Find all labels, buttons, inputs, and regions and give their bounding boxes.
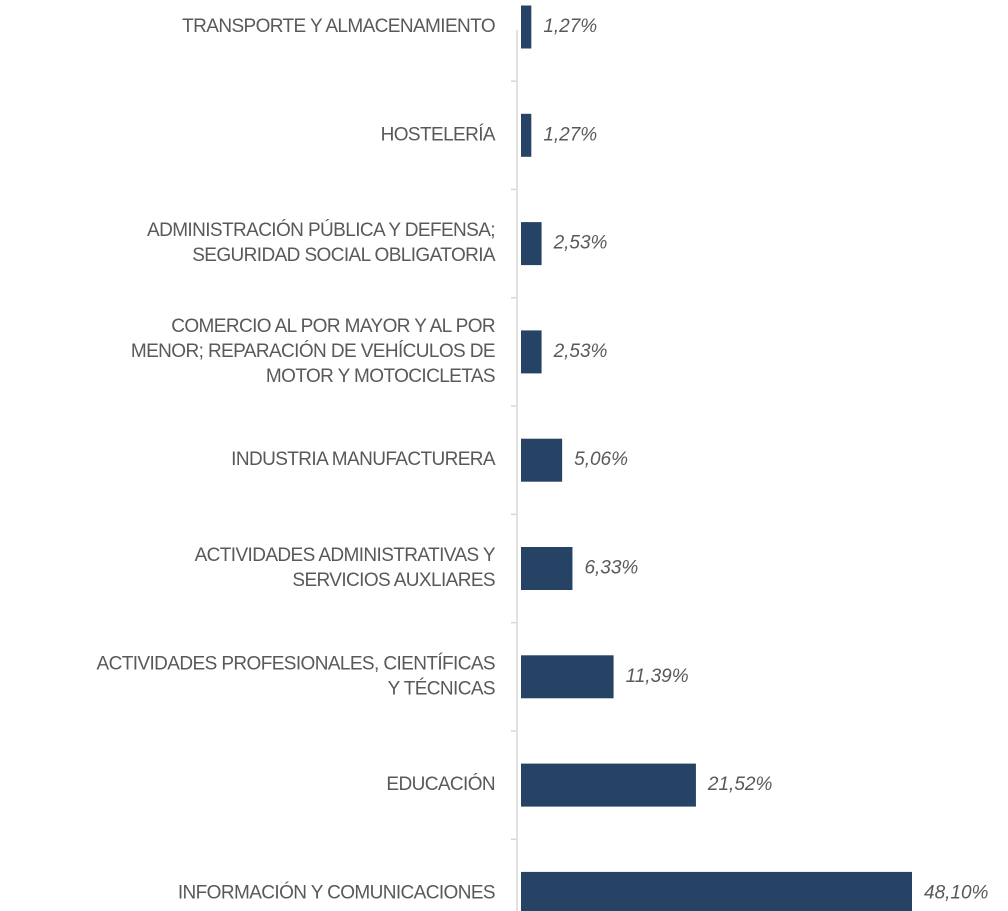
category-label: ACTIVIDADES ADMINISTRATIVAS Y bbox=[195, 545, 496, 566]
value-label: 21,52% bbox=[707, 774, 773, 795]
bar bbox=[521, 113, 532, 157]
bar bbox=[521, 438, 563, 482]
value-label: 1,27% bbox=[543, 16, 597, 37]
bar bbox=[521, 5, 532, 49]
category-label: INFORMACIÓN Y COMUNICACIONES bbox=[178, 881, 495, 903]
category-label: TRANSPORTE Y ALMACENAMIENTO bbox=[182, 16, 495, 37]
category-label: EDUCACIÓN bbox=[386, 773, 495, 795]
category-label: Y TÉCNICAS bbox=[388, 678, 495, 699]
value-label: 6,33% bbox=[584, 558, 638, 579]
value-label: 1,27% bbox=[543, 124, 597, 145]
value-label: 2,53% bbox=[553, 341, 608, 362]
value-label: 5,06% bbox=[574, 449, 628, 470]
bar bbox=[521, 871, 912, 911]
category-label: HOSTELERÍA bbox=[381, 124, 496, 145]
category-label: INDUSTRIA MANUFACTURERA bbox=[231, 449, 496, 470]
bar bbox=[521, 330, 542, 374]
value-label: 48,10% bbox=[924, 882, 989, 903]
bar bbox=[521, 547, 573, 590]
category-label: MENOR; REPARACIÓN DE VEHÍCULOS DE bbox=[131, 340, 495, 362]
category-label: COMERCIO AL POR MAYOR Y AL POR bbox=[171, 316, 495, 337]
bar bbox=[521, 763, 696, 807]
category-label: SERVICIOS AUXLIARES bbox=[292, 570, 495, 591]
category-label: SEGURIDAD SOCIAL OBLIGATORIA bbox=[192, 245, 496, 266]
bar bbox=[521, 222, 542, 266]
value-label: 11,39% bbox=[626, 666, 689, 687]
category-label: ACTIVIDADES PROFESIONALES, CIENTÍFICAS bbox=[97, 653, 495, 674]
bar bbox=[521, 655, 614, 699]
category-label: MOTOR Y MOTOCICLETAS bbox=[266, 366, 495, 387]
value-label: 2,53% bbox=[553, 233, 608, 254]
category-label: ADMINISTRACIÓN PÚBLICA Y DEFENSA; bbox=[147, 219, 495, 241]
